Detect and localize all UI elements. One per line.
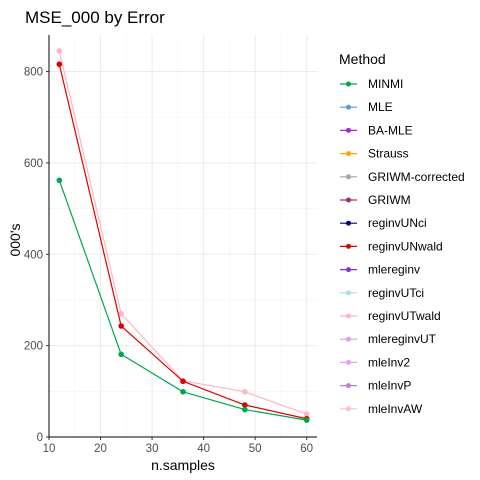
legend-key-point: [346, 174, 351, 180]
data-point: [56, 48, 63, 54]
legend-label: reginvUTci: [368, 286, 424, 300]
legend-label: reginvUNci: [368, 216, 427, 230]
panel-background: [49, 35, 317, 437]
legend-item: mlereginv: [340, 263, 420, 277]
legend-key-point: [346, 197, 351, 203]
data-point: [242, 388, 248, 395]
data-point: [118, 310, 124, 317]
legend-item: GRIWM-corrected: [340, 170, 465, 184]
legend-label: mlereginvUT: [368, 332, 437, 346]
x-tick-label: 40: [197, 443, 210, 455]
data-point: [56, 61, 63, 68]
legend-label: reginvUTwald: [368, 309, 441, 323]
legend-item: mleInvP: [340, 379, 411, 393]
x-axis-title: n.samples: [151, 457, 215, 473]
legend-item: Strauss: [340, 147, 409, 161]
legend-key-point: [346, 336, 351, 342]
series-layer: [56, 48, 310, 423]
data-point: [118, 351, 124, 358]
y-tick-label: 600: [24, 158, 43, 170]
legend-label: mleInv2: [368, 355, 410, 369]
legend-item: mleInv2: [340, 355, 410, 369]
legend-item: reginvUTci: [340, 286, 424, 300]
legend-key-point: [346, 406, 351, 412]
y-tick-label: 400: [24, 249, 43, 261]
legend-key-point: [346, 151, 351, 157]
x-tick-label: 20: [94, 443, 107, 455]
legend-key-point: [346, 104, 351, 110]
y-tick-label: 800: [24, 67, 43, 79]
legend-item: mleInvAW: [340, 402, 423, 416]
y-tick-label: 200: [24, 341, 43, 353]
legend-item: mlereginvUT: [340, 332, 437, 346]
series-MINMI: [56, 177, 310, 423]
legend-label: mleInvAW: [368, 402, 423, 416]
legend-key-point: [346, 267, 351, 273]
legend-label: reginvUNwald: [368, 239, 443, 253]
series-reginvUNwald: [56, 61, 310, 422]
data-point: [180, 388, 186, 395]
y-tick-label: 0: [37, 432, 43, 444]
legend-label: GRIWM-corrected: [368, 170, 465, 184]
legend-label: MINMI: [368, 77, 403, 91]
plot-panel: [49, 35, 317, 437]
data-point: [242, 406, 248, 413]
legend-key-point: [346, 127, 351, 133]
legend-key-point: [346, 290, 351, 296]
legend-item: GRIWM: [340, 193, 411, 207]
legend-label: MLE: [368, 100, 393, 114]
legend-item: reginvUNwald: [340, 239, 443, 253]
x-tick-label: 50: [249, 443, 262, 455]
data-point: [303, 411, 310, 417]
legend-item: reginvUNci: [340, 216, 427, 230]
legend-title: Method: [339, 51, 386, 67]
x-tick-label: 30: [146, 443, 159, 455]
data-point: [118, 323, 124, 329]
legend-label: Strauss: [368, 147, 409, 161]
legend-key-point: [346, 220, 351, 226]
data-point: [303, 417, 310, 423]
data-point: [242, 402, 248, 408]
legend-item: BA-MLE: [340, 123, 413, 137]
legend-label: mlereginv: [368, 263, 420, 277]
legend-item: MINMI: [340, 77, 403, 91]
legend-key-point: [346, 383, 351, 389]
legend-label: mleInvP: [368, 379, 411, 393]
legend-key-point: [346, 81, 351, 87]
chart-title: MSE_000 by Error: [25, 8, 165, 27]
y-axis-title: 000's: [7, 223, 23, 256]
legend-key-point: [346, 243, 351, 249]
legend-key-point: [346, 359, 351, 365]
x-tick-label: 60: [300, 443, 313, 455]
legend-label: GRIWM: [368, 193, 411, 207]
legend: Method MINMI MLE BA-MLE Strauss GRIWM-correc…: [339, 51, 465, 416]
data-point: [56, 177, 63, 184]
legend-label: BA-MLE: [368, 123, 413, 137]
grid: [48, 35, 317, 438]
legend-item: reginvUTwald: [340, 309, 441, 323]
legend-key-point: [346, 313, 351, 319]
x-tick-label: 10: [43, 443, 56, 455]
data-point: [180, 378, 186, 385]
legend-item: MLE: [340, 100, 393, 114]
